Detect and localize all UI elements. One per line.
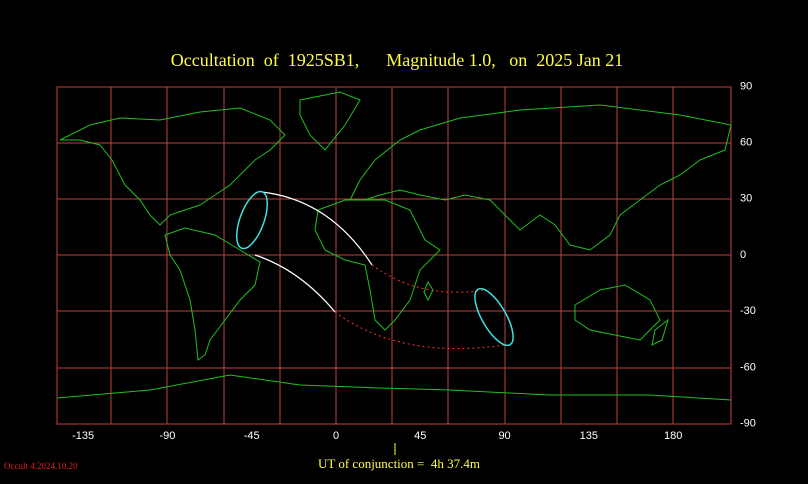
lat-tick-label: 30 xyxy=(740,193,752,205)
earth-limb-east xyxy=(474,287,514,347)
lon-tick-label: 135 xyxy=(580,430,598,442)
coastlines xyxy=(56,91,732,401)
lat-tick-label: 0 xyxy=(740,249,746,261)
north-america xyxy=(59,107,286,226)
graticule xyxy=(56,86,732,425)
earth-limb-west xyxy=(236,190,268,250)
path-south-limit xyxy=(254,254,336,313)
version: Occult 4.2024.10.20 xyxy=(4,461,78,471)
lat-tick-label: 90 xyxy=(740,80,752,92)
path-north-limit xyxy=(261,191,373,266)
lat-tick-label: 60 xyxy=(740,137,752,149)
conjunction-time: UT of conjunction = 4h 37.4m xyxy=(318,456,480,471)
south-america xyxy=(164,227,261,361)
lon-tick-label: -135 xyxy=(72,430,94,442)
lat-tick-label: -90 xyxy=(740,417,756,429)
madagascar xyxy=(423,280,434,302)
lon-tick-label: 45 xyxy=(414,430,426,442)
lon-tick-label: -90 xyxy=(159,430,175,442)
greenland xyxy=(299,91,361,151)
lat-tick-label: -60 xyxy=(740,361,756,373)
occultation-path xyxy=(236,190,514,350)
lat-tick-label: -30 xyxy=(740,305,756,317)
new-zealand xyxy=(651,318,669,346)
australia xyxy=(574,284,661,341)
antarctica xyxy=(56,374,732,401)
eurasia xyxy=(349,104,732,251)
title: Occultation of 1925SB1, Magnitude 1.0, o… xyxy=(171,50,623,70)
lon-tick-label: 180 xyxy=(664,430,682,442)
lon-tick-label: 90 xyxy=(498,430,510,442)
lon-tick-label: 0 xyxy=(333,430,339,442)
lon-tick-label: -45 xyxy=(244,430,260,442)
africa xyxy=(314,199,441,331)
